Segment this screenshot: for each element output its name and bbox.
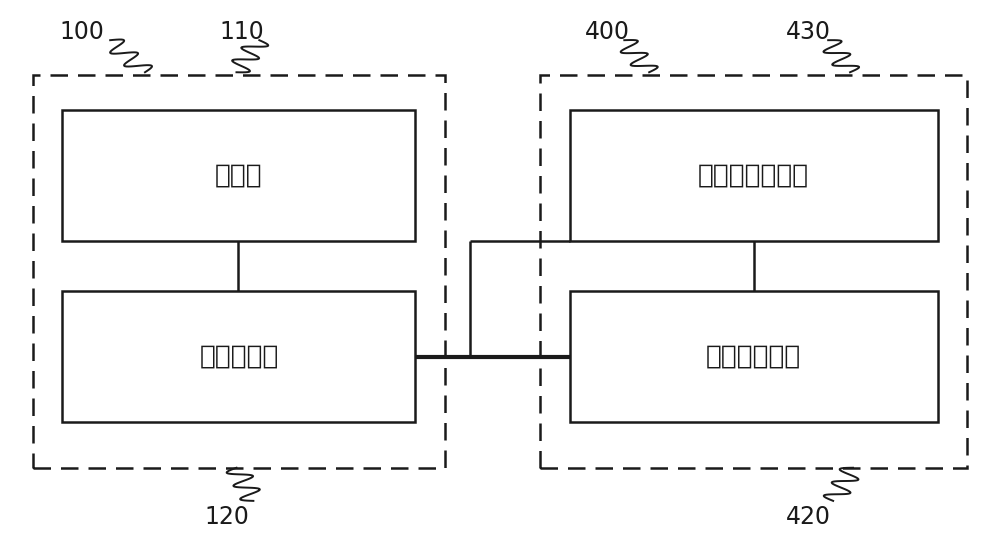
Text: 100: 100: [60, 20, 105, 44]
Bar: [62, 110, 415, 241]
Bar: [62, 292, 415, 422]
Text: 工具机控制器: 工具机控制器: [706, 344, 801, 370]
Bar: [570, 110, 938, 241]
Text: 激光源: 激光源: [215, 162, 263, 188]
Bar: [570, 292, 938, 422]
Bar: [540, 75, 967, 468]
Text: 激光控制器: 激光控制器: [199, 344, 279, 370]
Text: 400: 400: [585, 20, 630, 44]
Text: 110: 110: [219, 20, 264, 44]
Text: 旋转角度感测器: 旋转角度感测器: [698, 162, 809, 188]
Text: 420: 420: [786, 505, 831, 529]
Text: 430: 430: [786, 20, 831, 44]
Text: 120: 120: [204, 505, 249, 529]
Bar: [33, 75, 445, 468]
